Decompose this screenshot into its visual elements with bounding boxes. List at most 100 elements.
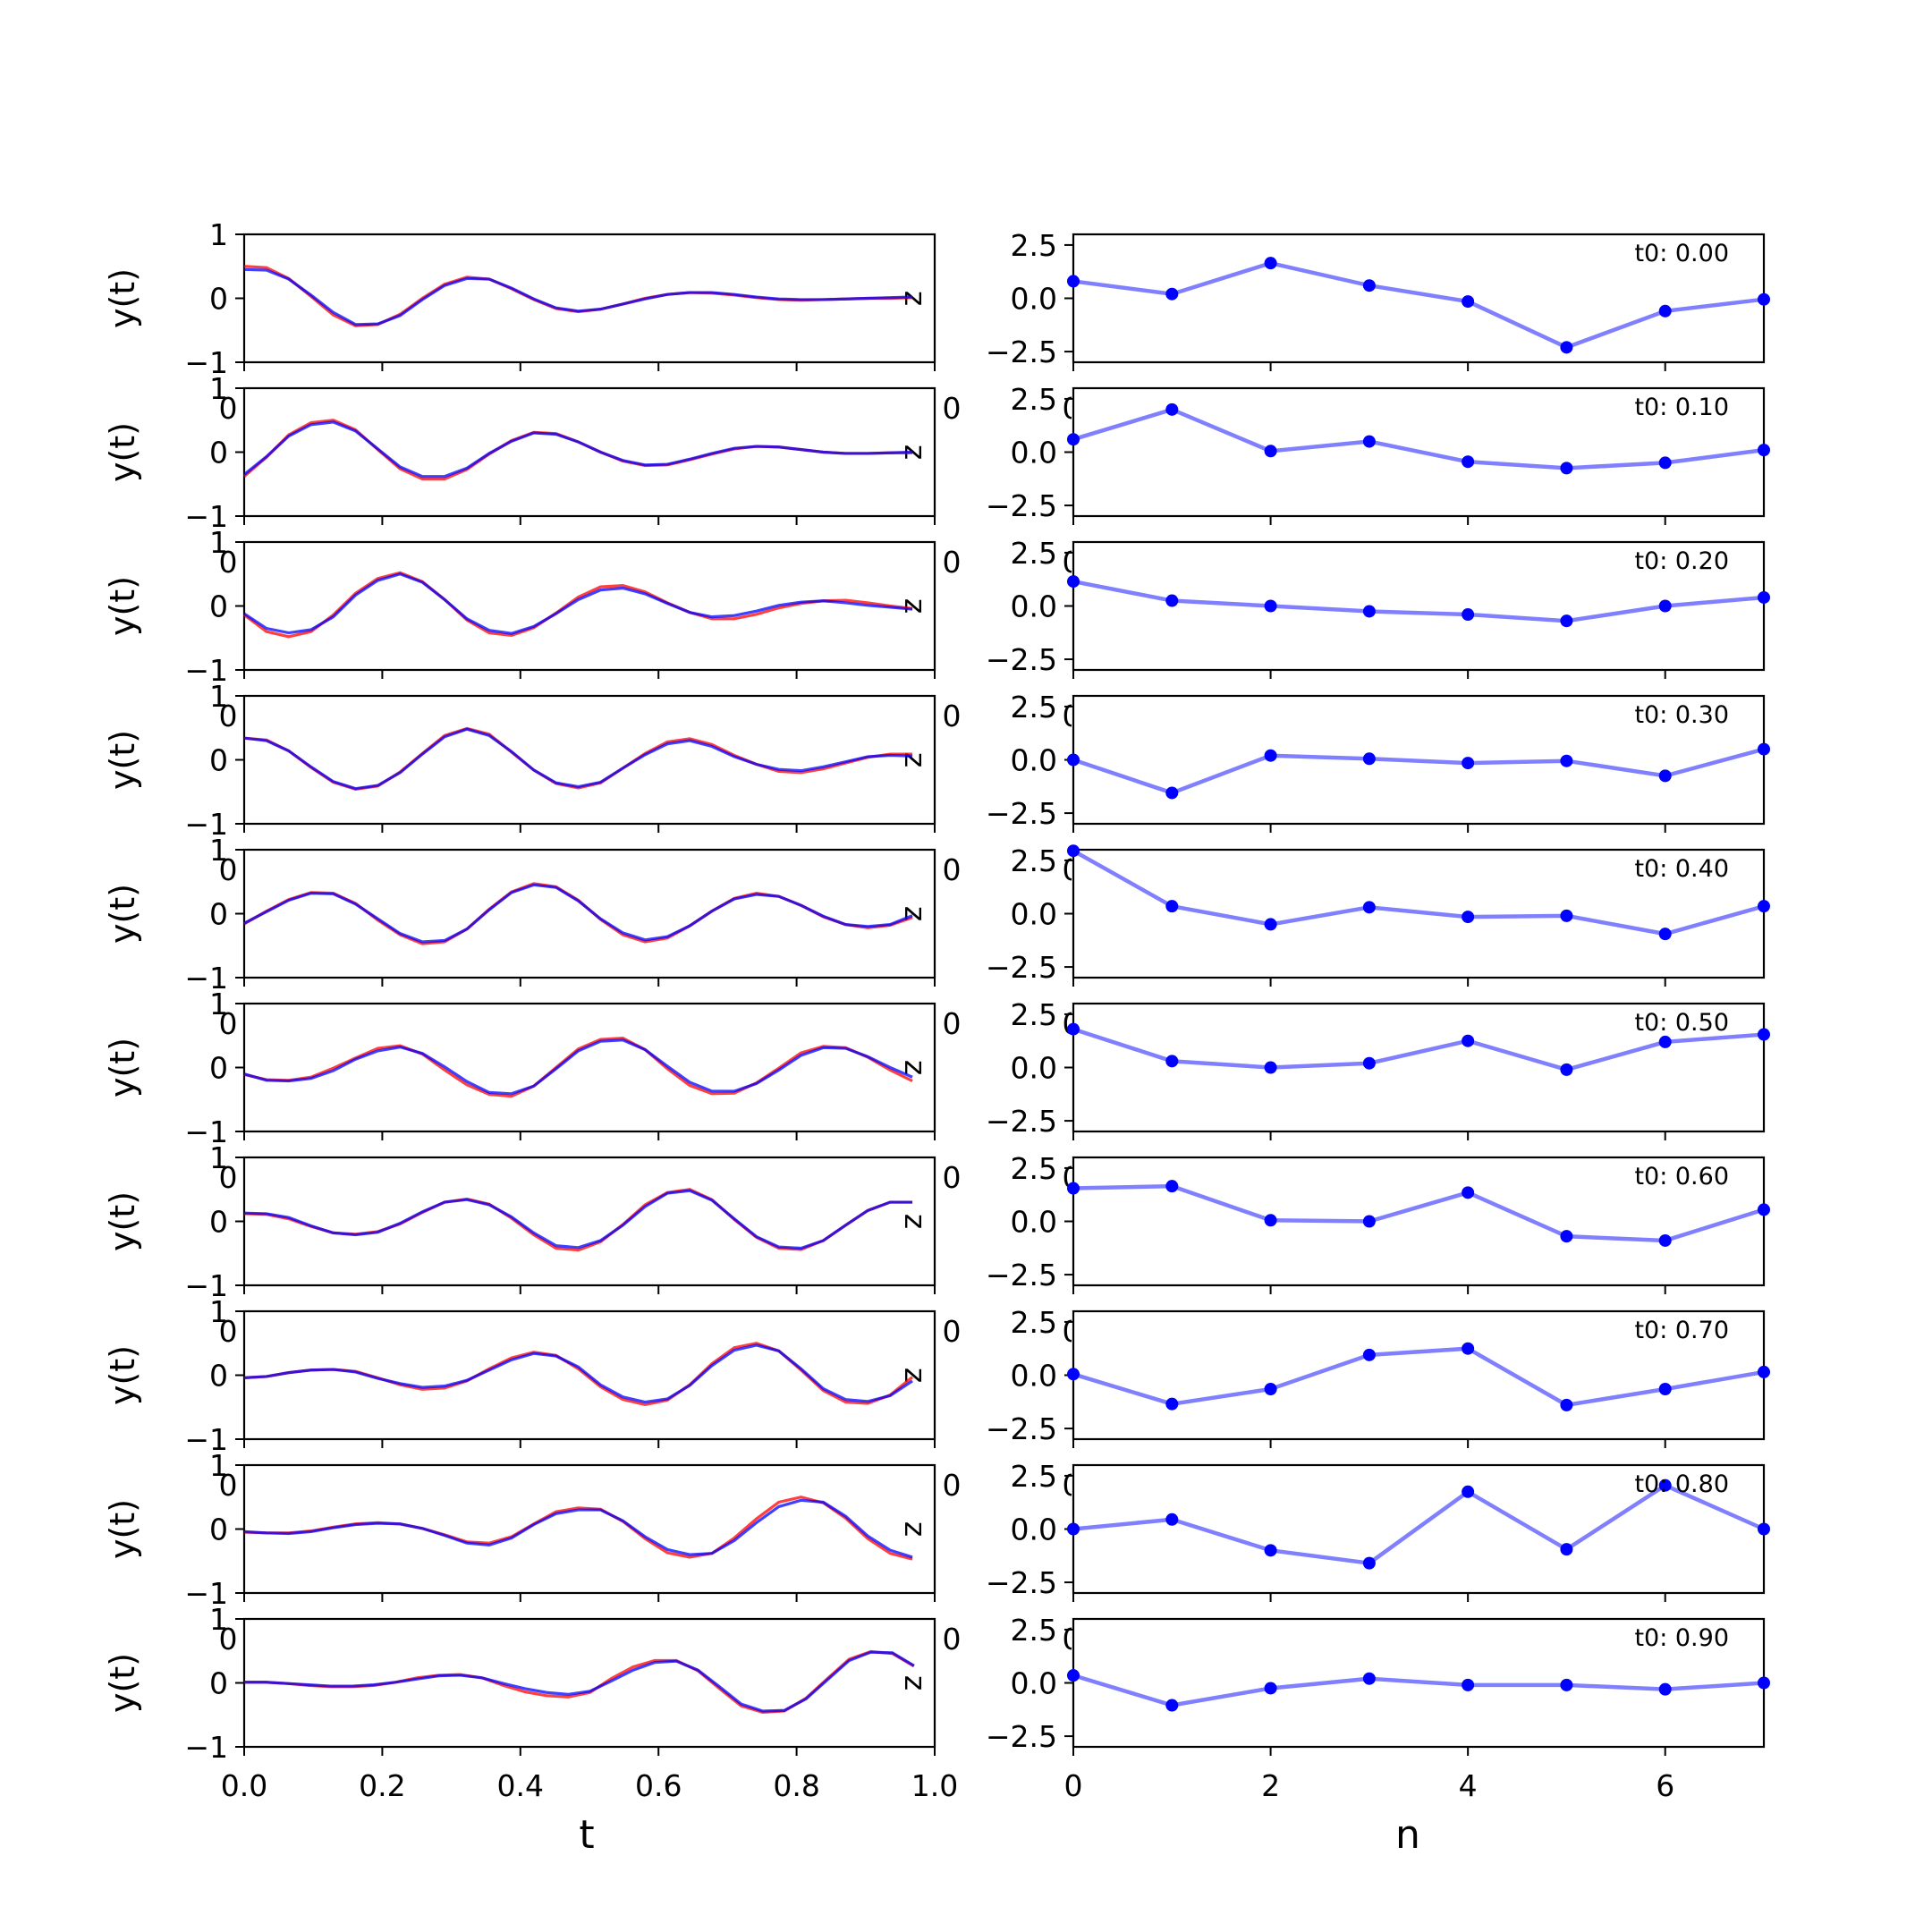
y-tick-label: −2.5 xyxy=(986,642,1057,677)
coefficient-point xyxy=(1362,901,1376,914)
y-tick-label: −2.5 xyxy=(986,1104,1057,1139)
y-tick-label: 1 xyxy=(209,1602,228,1637)
coefficient-line xyxy=(1072,407,1765,470)
overlap-tick-label: 0 xyxy=(1063,1622,1081,1657)
axes-frame xyxy=(242,1463,936,1595)
coefficient-point xyxy=(1067,1182,1080,1195)
right-subplot: 2.50.0−2.50 2 4 6t0: 0.90 xyxy=(986,1613,1770,1803)
y-tick-label: 0 xyxy=(209,282,228,317)
stray-axis-label: z xyxy=(898,1368,933,1383)
y-axis-label: y(t) xyxy=(103,1499,142,1559)
coefficient-point xyxy=(1560,1063,1573,1076)
stray-axis-label: z xyxy=(898,1214,933,1229)
coefficient-point xyxy=(1165,402,1179,416)
y-tick-label: −2.5 xyxy=(986,335,1057,369)
x-tick-label: 1.0 xyxy=(911,1768,958,1803)
y-tick-label: 1 xyxy=(209,1140,228,1175)
y-tick-label: −1 xyxy=(184,499,228,534)
y-axis-label: y(t) xyxy=(103,1345,142,1405)
panel-label: t0: 0.00 xyxy=(1634,240,1729,267)
coefficient-point xyxy=(1758,1522,1770,1536)
x-tick-label: 6 xyxy=(1656,1768,1674,1803)
coefficient-point xyxy=(1462,757,1475,770)
x-tick-label: 0.0 xyxy=(221,1768,267,1803)
series-line-blue xyxy=(243,883,913,944)
overlap-tick-label: 0 xyxy=(1063,852,1081,887)
coefficient-point xyxy=(1362,1348,1376,1361)
y-tick-label: 0 xyxy=(209,1205,228,1240)
coefficient-point xyxy=(1462,295,1475,309)
right-subplot: 2.5 0.0 −2.5 t0: 0.60 xyxy=(986,1151,1770,1294)
axes-frame xyxy=(242,540,936,672)
coefficient-point xyxy=(1165,287,1179,301)
coefficient-point xyxy=(1067,275,1080,288)
stray-axis-label: z xyxy=(898,445,933,460)
y-tick-label: 2.5 xyxy=(1011,536,1057,571)
x-tick-label: 2 xyxy=(1261,1768,1280,1803)
coefficient-point xyxy=(1462,1485,1475,1498)
y-tick-label: 1 xyxy=(209,987,228,1021)
y-tick-label: 0.0 xyxy=(1011,282,1057,317)
coefficient-point xyxy=(1560,1678,1573,1691)
series-line-red xyxy=(244,1649,915,1715)
y-tick-label: 1 xyxy=(209,1294,228,1329)
coefficient-point xyxy=(1165,1055,1179,1068)
coefficient-line xyxy=(1072,1674,1765,1707)
y-tick-label: −1 xyxy=(184,1422,228,1457)
coefficient-point xyxy=(1362,1056,1376,1070)
y-tick-label: 0.0 xyxy=(1011,1513,1057,1547)
overlap-tick-label: 0 xyxy=(219,1314,238,1349)
y-axis-label: y(t) xyxy=(103,422,142,482)
panel-label: t0: 0.70 xyxy=(1634,1317,1729,1344)
coefficient-point xyxy=(1362,279,1376,292)
right-subplot: 2.5 0.0 −2.5 t0: 0.20 xyxy=(986,536,1770,679)
coefficient-point xyxy=(1758,1203,1770,1216)
y-tick-label: 0 xyxy=(209,743,228,778)
coefficient-point xyxy=(1165,1699,1179,1712)
y-tick-label: −1 xyxy=(184,1268,228,1303)
y-tick-label: 0.0 xyxy=(1011,1051,1057,1086)
coefficient-point xyxy=(1067,1022,1080,1036)
y-tick-label: 1 xyxy=(209,679,228,714)
coefficient-point xyxy=(1067,844,1080,858)
panel-label: t0: 0.90 xyxy=(1634,1624,1729,1652)
series-line-red xyxy=(243,1342,914,1407)
coefficient-point xyxy=(1462,911,1475,924)
coefficient-point xyxy=(1264,1061,1277,1074)
y-tick-label: 1 xyxy=(209,217,228,252)
overlap-tick-label: 0 xyxy=(943,852,962,887)
y-tick-label: 0.0 xyxy=(1011,589,1057,624)
coefficient-point xyxy=(1758,590,1770,604)
y-tick-label: −1 xyxy=(184,1576,228,1611)
coefficient-point xyxy=(1758,900,1770,913)
y-tick-label: −1 xyxy=(184,807,228,842)
coefficient-point xyxy=(1560,462,1573,475)
axes-frame xyxy=(242,848,936,979)
series-line-red xyxy=(243,1036,913,1098)
y-tick-label: 2.5 xyxy=(1011,1151,1057,1186)
overlap-tick-label: 0 xyxy=(943,545,962,580)
coefficient-point xyxy=(1658,928,1672,941)
coefficient-point xyxy=(1560,1543,1573,1556)
y-tick-label: −2.5 xyxy=(986,796,1057,831)
y-tick-label: 2.5 xyxy=(1011,1613,1057,1648)
coefficient-line xyxy=(1072,1027,1765,1072)
x-tick-label: 0.2 xyxy=(359,1768,405,1803)
y-tick-label: 1 xyxy=(209,525,228,560)
overlap-tick-label: 0 xyxy=(219,699,238,733)
series-line-blue xyxy=(242,420,913,479)
coefficient-point xyxy=(1362,1672,1376,1685)
series-line-red xyxy=(243,726,913,792)
y-tick-label: 0 xyxy=(209,897,228,932)
y-tick-label: −1 xyxy=(184,1114,228,1149)
coefficient-point xyxy=(1264,749,1277,762)
coefficient-point xyxy=(1758,292,1770,306)
